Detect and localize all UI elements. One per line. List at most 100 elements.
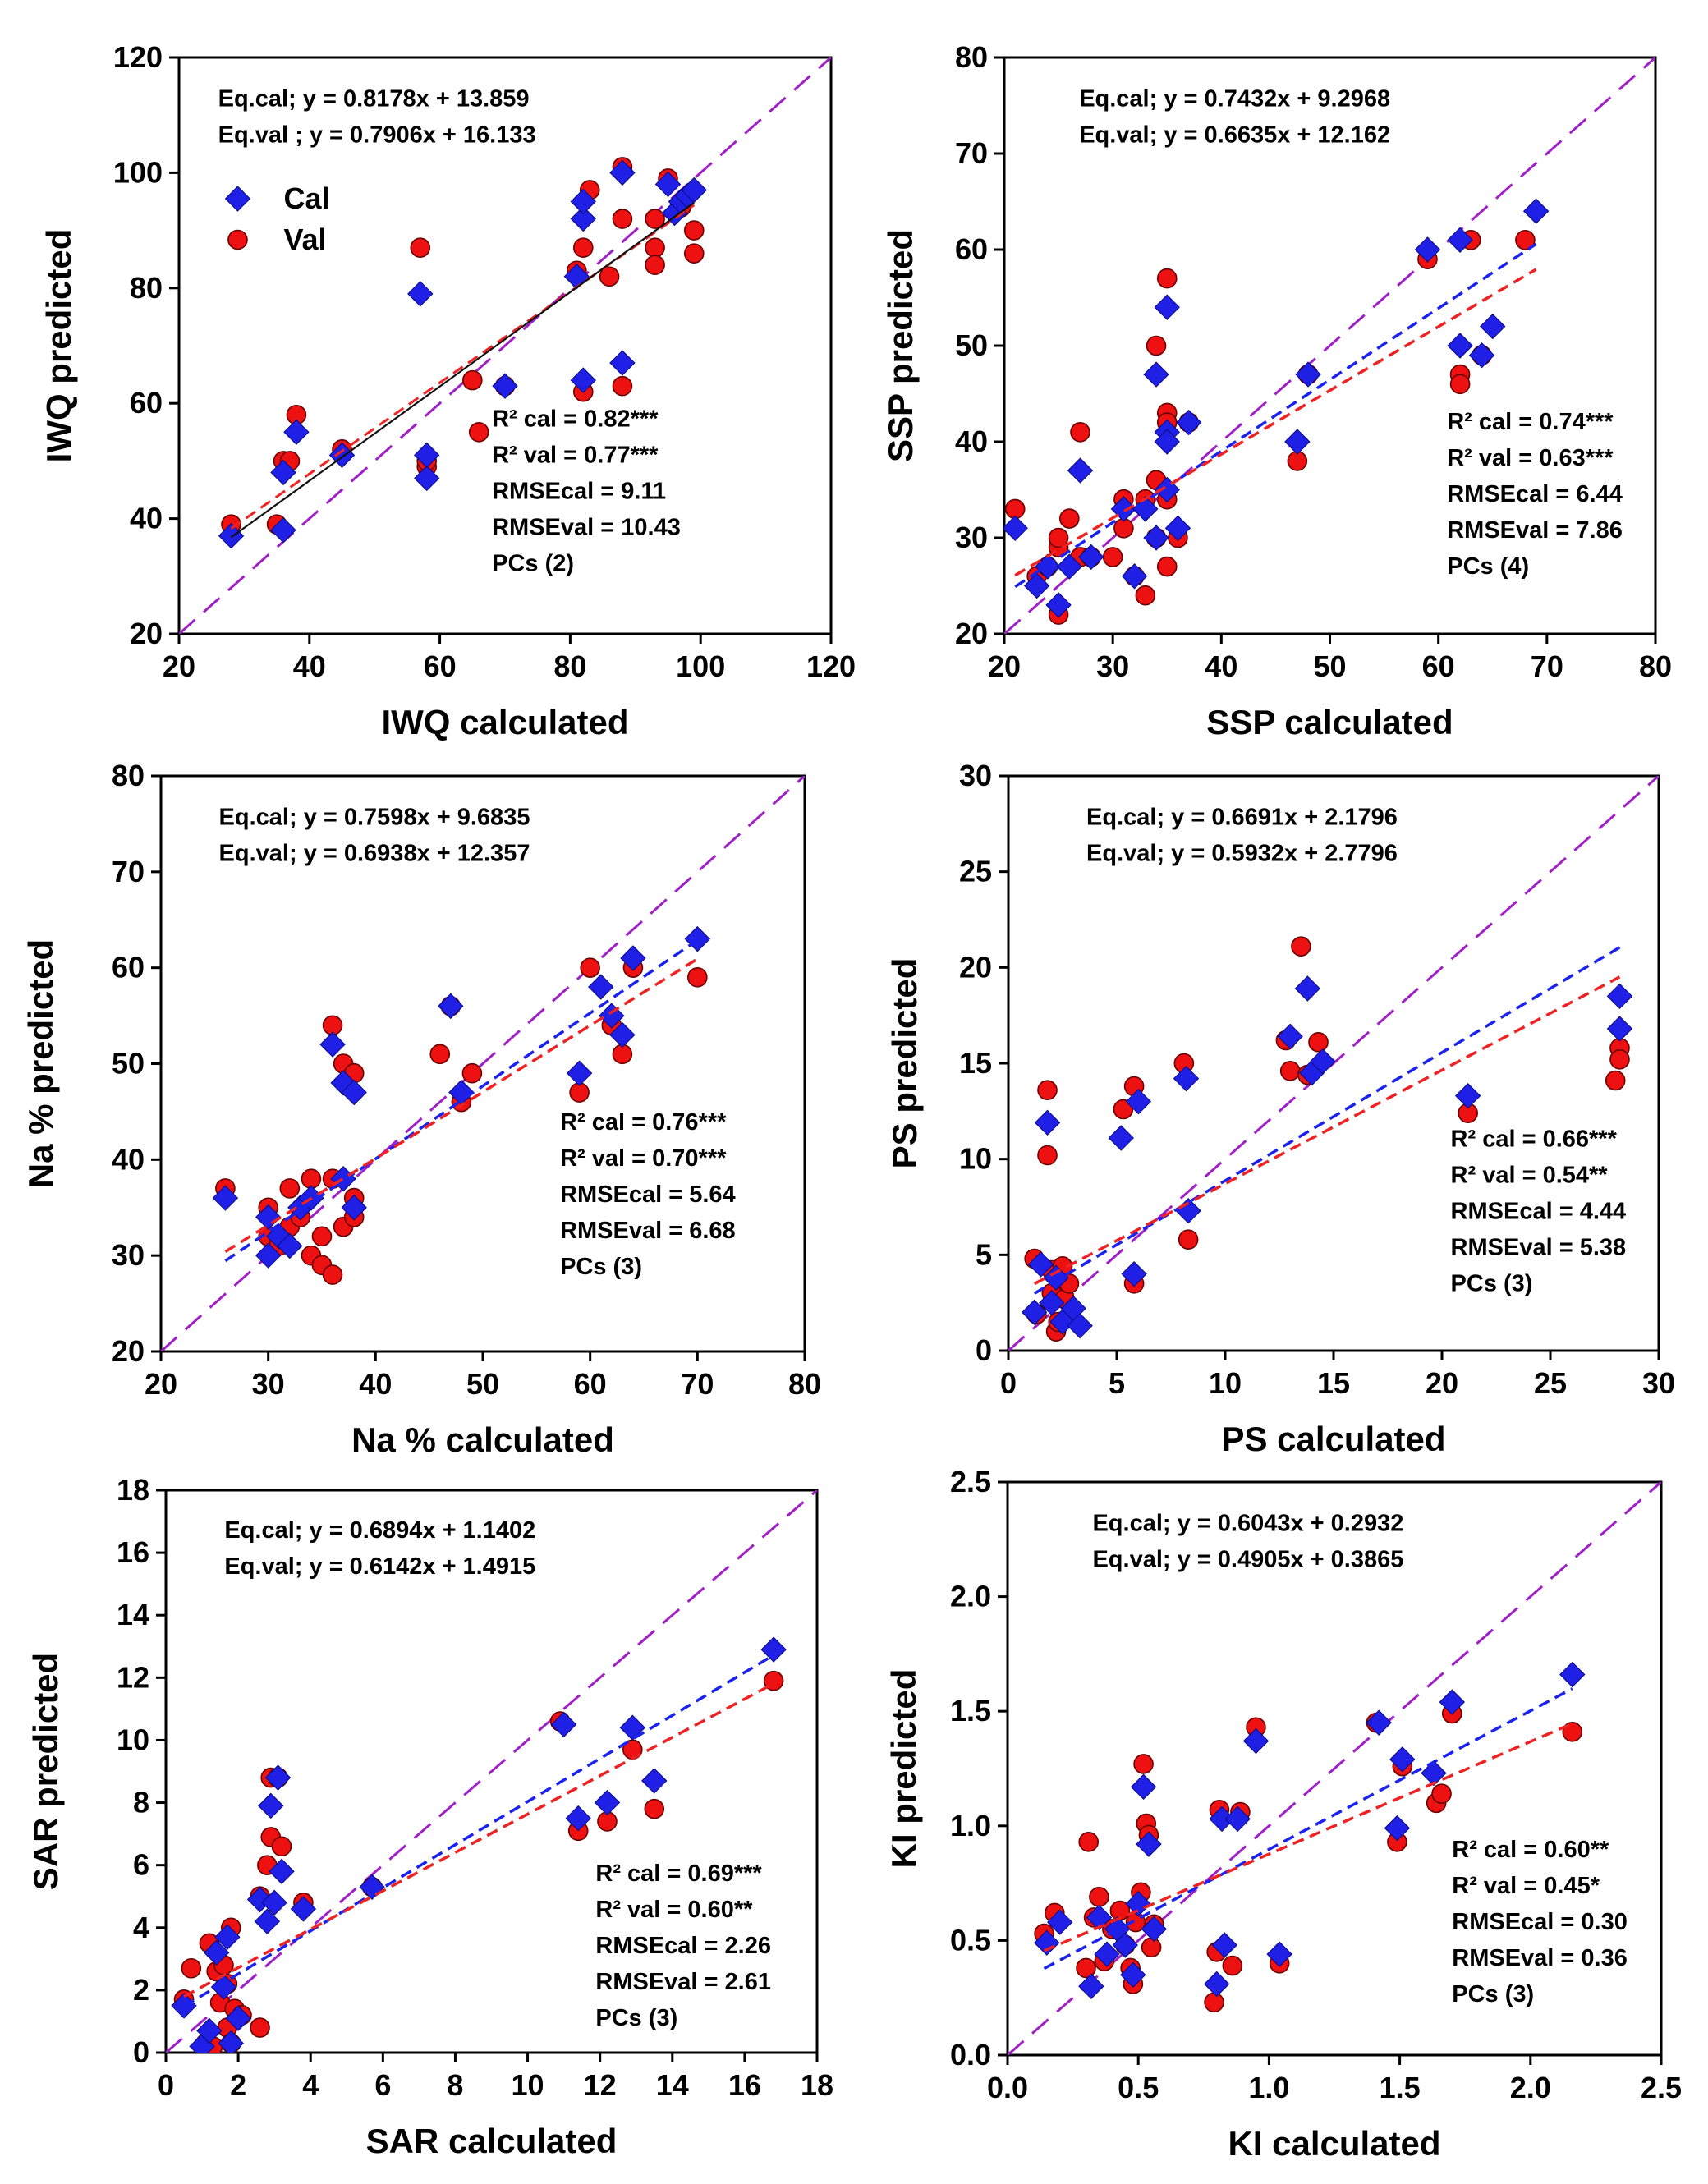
- cal-fit-line: [224, 938, 699, 1263]
- val-fit-line: [1033, 975, 1621, 1286]
- stat-line: R² cal = 0.66***: [1451, 1126, 1618, 1153]
- val-fit-line: [224, 957, 699, 1254]
- y-axis-title: SSP predicted: [881, 229, 920, 462]
- cal-point: [414, 465, 440, 492]
- stat-line: PCs (2): [492, 550, 574, 576]
- cal-point: [255, 1204, 282, 1231]
- cal-point: [1366, 1709, 1392, 1736]
- val-point: [1135, 585, 1156, 606]
- cal-point: [225, 2005, 251, 2031]
- stat-line: RMSEcal = 0.30: [1452, 1909, 1628, 1935]
- y-tick-label: 80: [112, 759, 145, 792]
- one-to-one-line: [1008, 1482, 1661, 2055]
- cal-point: [1480, 313, 1506, 340]
- y-tick-label: 20: [130, 617, 163, 650]
- val-point: [1156, 268, 1178, 289]
- cal-point: [1266, 1941, 1292, 1967]
- cal-point: [218, 2030, 245, 2053]
- cal-fit-line: [1043, 1687, 1573, 1971]
- cal-fit-line: [183, 1654, 775, 2007]
- y-tick-label: 30: [955, 521, 988, 554]
- x-axis-title: SSP calculated: [1206, 703, 1453, 741]
- x-tick-label: 60: [574, 1367, 607, 1401]
- y-tick-label: 4: [133, 1911, 149, 1944]
- val-point: [683, 243, 705, 264]
- y-tick-label: 40: [130, 502, 163, 535]
- val-point: [1222, 1955, 1243, 1976]
- x-axis-title: Na % calculated: [351, 1420, 614, 1459]
- y-tick-label: 20: [112, 1334, 145, 1368]
- x-tick-label: 2.0: [1510, 2071, 1551, 2104]
- cal-point: [258, 1792, 284, 1819]
- stat-line: PCs (3): [560, 1254, 642, 1280]
- cal-point: [654, 171, 682, 198]
- y-tick-label: 0.5: [950, 1923, 991, 1957]
- y-axis-title: KI predicted: [884, 1669, 923, 1869]
- cal-point: [1094, 1941, 1120, 1967]
- equation-val: Eq.val ; y = 0.7906x + 16.133: [218, 122, 536, 149]
- x-axis-title: KI calculated: [1228, 2124, 1440, 2163]
- cal-point: [1414, 236, 1441, 263]
- x-tick-label: 8: [447, 2068, 463, 2102]
- stat-line: PCs (4): [1447, 553, 1529, 580]
- cal-point: [1121, 1260, 1147, 1287]
- x-tick-label: 25: [1534, 1366, 1567, 1400]
- y-tick-label: 70: [112, 855, 145, 888]
- x-tick-label: 5: [1109, 1366, 1125, 1400]
- cal-point: [1125, 1088, 1152, 1115]
- cal-point: [570, 188, 596, 215]
- x-tick-label: 10: [512, 2068, 544, 2102]
- y-tick-label: 14: [117, 1598, 149, 1631]
- y-tick-label: 0.0: [950, 2038, 991, 2072]
- y-tick-label: 6: [133, 1848, 149, 1882]
- cal-point: [594, 1789, 621, 1816]
- equation-val: Eq.val; y = 0.5932x + 2.7796: [1086, 841, 1398, 867]
- cal-point: [492, 373, 518, 399]
- legend-cal-marker: [224, 186, 251, 212]
- x-tick-label: 12: [584, 2068, 617, 2102]
- y-tick-label: 40: [955, 424, 988, 458]
- x-tick-label: 1.5: [1380, 2071, 1421, 2104]
- chart-ki: 0.0 0.5 1.0 1.5 2.0 2.5 0.0 0.5 1.0 1.5 2.0 2.5 KI c…: [884, 1465, 1682, 2163]
- cal-point: [566, 1060, 593, 1086]
- equation-val: Eq.val; y = 0.6142x + 1.4915: [224, 1553, 535, 1580]
- cal-fit-line: [230, 201, 695, 539]
- cal-point: [277, 1232, 303, 1259]
- cal-point: [1027, 1251, 1054, 1278]
- cal-point: [1141, 1916, 1168, 1943]
- x-tick-label: 40: [293, 649, 326, 683]
- cal-point: [1130, 1773, 1157, 1801]
- cal-point: [1154, 429, 1180, 455]
- val-point: [599, 266, 620, 287]
- x-tick-label: 70: [1531, 649, 1563, 683]
- y-tick-label: 70: [955, 136, 988, 170]
- cal-point: [1112, 1932, 1138, 1958]
- cal-point: [1078, 1973, 1104, 1999]
- y-tick-label: 60: [112, 951, 145, 984]
- cal-point: [1242, 1727, 1270, 1755]
- cal-point: [1023, 572, 1050, 599]
- cal-point: [1046, 1909, 1073, 1935]
- val-fit-line: [183, 1682, 774, 1998]
- x-axis-title: PS calculated: [1221, 1420, 1445, 1458]
- x-tick-label: 20: [1426, 1366, 1458, 1400]
- x-tick-label: 40: [1205, 649, 1237, 683]
- cal-point: [565, 1805, 591, 1832]
- stat-line: RMSEcal = 4.44: [1451, 1199, 1627, 1225]
- cal-point: [570, 205, 596, 232]
- val-point: [612, 375, 633, 397]
- y-axis-title: IWQ predicted: [39, 229, 78, 463]
- x-tick-label: 2: [230, 2068, 246, 2102]
- cal-point: [341, 1079, 367, 1106]
- val-point: [687, 967, 708, 988]
- y-tick-label: 16: [117, 1535, 149, 1569]
- val-point: [1076, 1957, 1096, 1979]
- y-tick-label: 80: [130, 271, 163, 305]
- cal-fit-line: [1014, 242, 1537, 589]
- plot-content: [1004, 57, 1655, 634]
- cal-point: [681, 177, 707, 204]
- y-tick-label: 1.5: [950, 1694, 991, 1727]
- y-tick-label: 25: [959, 855, 992, 888]
- val-point: [429, 1044, 451, 1065]
- cal-point: [1045, 592, 1072, 618]
